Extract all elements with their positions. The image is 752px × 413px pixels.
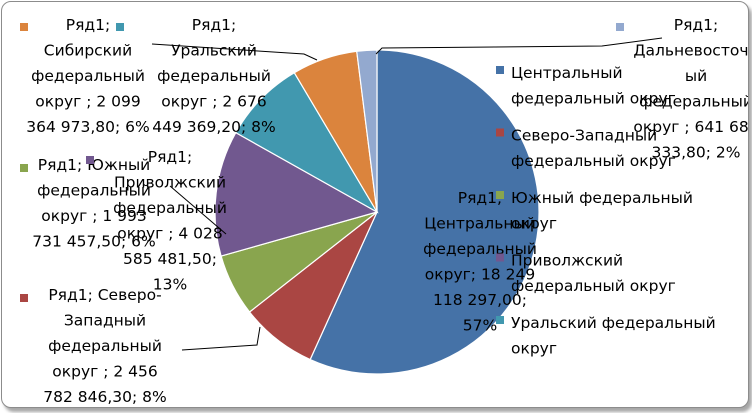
pie-slices bbox=[214, 49, 540, 375]
data-label: Ряд1; Центральный федеральный округ; 18 249… bbox=[423, 189, 537, 335]
data-label-marker bbox=[20, 23, 28, 31]
legend-entry: Южный федеральный округ bbox=[511, 189, 693, 233]
legend-entry: Северо-Западный федеральный округ bbox=[511, 127, 676, 171]
leader-line bbox=[375, 37, 663, 55]
leader-lines bbox=[151, 37, 663, 351]
data-label: Ряд1; Уральский федеральный округ ; 2 676 44… bbox=[152, 16, 276, 136]
data-label-marker bbox=[116, 23, 124, 31]
data-label: Ряд1; Сибирский федеральный округ ; 2 099 36… bbox=[26, 16, 150, 136]
data-label-marker bbox=[20, 294, 28, 302]
legend-marker bbox=[496, 191, 504, 199]
leader-line bbox=[169, 185, 227, 235]
leader-line bbox=[151, 43, 318, 61]
legend-entry: Центральный федеральный округ bbox=[511, 64, 676, 108]
data-label-marker bbox=[616, 23, 624, 31]
legend-entry: Приволжский федеральный округ bbox=[511, 252, 676, 296]
leader-line bbox=[181, 326, 261, 351]
pie-slice bbox=[214, 131, 379, 257]
pie-chart: Ряд1; Центральный федеральный округ; 18 249… bbox=[20, 16, 748, 406]
legend-marker bbox=[496, 253, 504, 262]
pie-slice bbox=[356, 49, 378, 213]
data-label: Ряд1; Дальневосточн ый федеральный округ ; 6… bbox=[633, 16, 748, 162]
legend: Центральный федеральный округ Северо-Запад… bbox=[496, 64, 716, 358]
data-labels: Ряд1; Центральный федеральный округ; 18 249… bbox=[20, 16, 748, 406]
legend-marker bbox=[496, 128, 504, 137]
data-label-marker bbox=[86, 156, 94, 164]
data-label: Ряд1; Северо-Западный федеральный округ ; … bbox=[43, 286, 167, 406]
legend-marker bbox=[496, 66, 504, 74]
data-label: Ряд1; Приволжский федеральный округ ; 4 028… bbox=[113, 148, 227, 294]
legend-entry: Уральский федеральный округ bbox=[511, 314, 716, 358]
data-label: Ряд1; Южный федеральный округ ; 1 993 731 4… bbox=[32, 156, 156, 251]
legend-marker bbox=[496, 316, 504, 324]
data-label-marker bbox=[20, 164, 28, 172]
pie-slice bbox=[309, 49, 540, 375]
